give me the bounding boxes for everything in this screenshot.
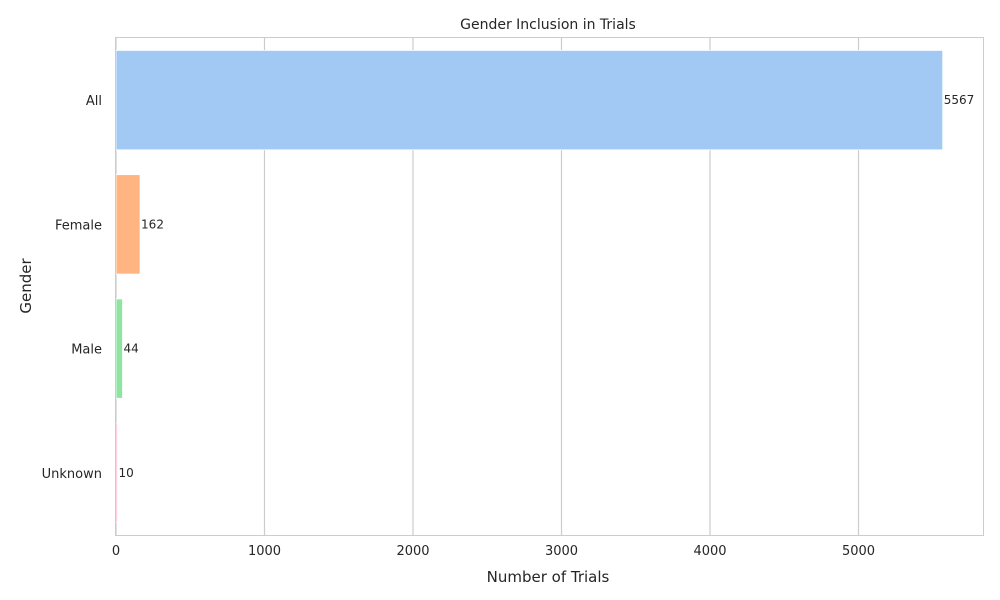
data-label-male: 44 [124, 342, 139, 356]
bar-male [115, 298, 123, 399]
x-tick-label: 2000 [396, 544, 429, 559]
x-tick-label: 5000 [842, 544, 875, 559]
x-tick-label: 3000 [545, 544, 578, 559]
x-tick-labels: 0 1000 2000 3000 4000 5000 [112, 544, 875, 559]
y-tick-label-female: Female [55, 218, 102, 233]
x-tick-label: 0 [112, 544, 120, 559]
data-label-unknown: 10 [118, 466, 133, 480]
plot-frame [115, 37, 984, 536]
y-tick-label-unknown: Unknown [42, 467, 102, 482]
data-label-female: 162 [141, 217, 164, 231]
chart-title: Gender Inclusion in Trials [460, 17, 636, 33]
y-tick-labels: All Female Male Unknown [42, 94, 102, 482]
y-tick-label-all: All [86, 94, 102, 109]
y-tick-label-male: Male [71, 343, 102, 358]
data-labels: 5567 162 44 10 [118, 93, 974, 480]
bar-unknown [115, 422, 118, 523]
bars [115, 50, 944, 523]
y-axis-label: Gender [17, 258, 35, 314]
bar-all [115, 50, 944, 151]
x-axis-label: Number of Trials [487, 568, 610, 586]
bar-female [115, 174, 141, 275]
x-tick-label: 4000 [693, 544, 726, 559]
data-label-all: 5567 [944, 93, 975, 107]
x-tick-label: 1000 [248, 544, 281, 559]
